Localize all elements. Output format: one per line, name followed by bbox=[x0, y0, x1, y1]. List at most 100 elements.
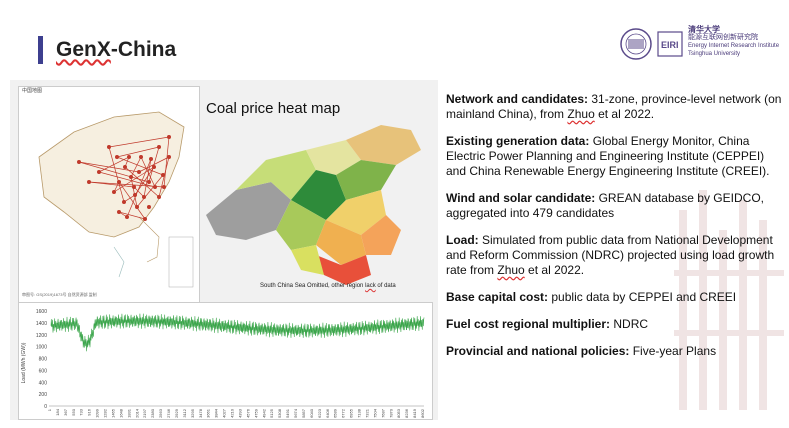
transmission-line bbox=[140, 156, 156, 188]
x-tick-label: 1282 bbox=[103, 408, 108, 418]
heat-region-orange bbox=[316, 220, 366, 265]
x-tick-label: 6772 bbox=[341, 408, 346, 418]
x-tick-label: 2929 bbox=[174, 408, 179, 418]
x-tick-label: 4027 bbox=[222, 408, 227, 418]
zone-node bbox=[152, 165, 156, 169]
zone-node bbox=[122, 200, 126, 204]
zone-node bbox=[97, 170, 101, 174]
description-item: Wind and solar candidate: GREAN database… bbox=[446, 191, 782, 221]
description-item: Existing generation data: Global Energy … bbox=[446, 134, 782, 179]
description-item: Base capital cost: public data by CEPPEI… bbox=[446, 290, 782, 305]
description-text: et al 2022. bbox=[594, 107, 655, 121]
description-text: public data by CEPPEI and CREEI bbox=[548, 290, 737, 304]
zone-node bbox=[132, 185, 136, 189]
description-label: Provincial and national policies: bbox=[446, 344, 630, 358]
y-tick-label: 1400 bbox=[36, 321, 47, 327]
zone-node bbox=[142, 195, 146, 199]
x-tick-label: 2563 bbox=[158, 408, 163, 418]
zone-node bbox=[133, 193, 137, 197]
zone-node bbox=[157, 195, 161, 199]
y-tick-label: 200 bbox=[39, 392, 48, 398]
y-tick-label: 0 bbox=[44, 404, 47, 410]
zone-node bbox=[77, 160, 81, 164]
load-chart-plot: Load (MWh (GW)) 160014001200100080060040… bbox=[21, 309, 425, 418]
china-network-map-graphic bbox=[38, 111, 194, 288]
x-tick-label: 6040 bbox=[309, 408, 314, 418]
x-tick-label: 2746 bbox=[166, 408, 171, 418]
x-tick-label: 7504 bbox=[372, 408, 377, 418]
description-item: Fuel cost regional multiplier: NDRC bbox=[446, 317, 782, 332]
x-tick-label: 7870 bbox=[388, 408, 393, 418]
transmission-line bbox=[88, 181, 135, 188]
load-chart: Load (MWh (GW)) 1600 1400 1200 1000 800 600 40… bbox=[18, 302, 433, 420]
x-tick-label: 2014 bbox=[134, 408, 139, 418]
zone-node bbox=[107, 145, 111, 149]
description-text: NDRC bbox=[610, 317, 649, 331]
x-tick-label: 5125 bbox=[269, 408, 274, 418]
transmission-line bbox=[98, 171, 156, 188]
transmission-line bbox=[108, 146, 125, 203]
x-tick-label: 5308 bbox=[277, 408, 282, 418]
zone-node bbox=[149, 157, 153, 161]
heat-region-yellow bbox=[326, 190, 386, 235]
x-tick-label: 7321 bbox=[364, 408, 369, 418]
title-accent-bar bbox=[38, 36, 43, 64]
y-tick-label: 1200 bbox=[36, 333, 47, 339]
x-tick-label: 8419 bbox=[412, 408, 417, 418]
transmission-line bbox=[143, 158, 152, 198]
description-label: Load: bbox=[446, 233, 479, 247]
x-tick-label: 3112 bbox=[182, 408, 187, 417]
heat-region-dark-green bbox=[291, 170, 346, 220]
zone-node bbox=[147, 180, 151, 184]
description-label: Fuel cost regional multiplier: bbox=[446, 317, 611, 331]
x-tick-label: 4942 bbox=[261, 408, 266, 418]
x-tick-label: 1648 bbox=[118, 408, 123, 418]
description-item: Load: Simulated from public data from Na… bbox=[446, 233, 782, 278]
transmission-line bbox=[124, 166, 160, 198]
coal-price-heat-map bbox=[206, 125, 421, 285]
description-item: Provincial and national policies: Five-y… bbox=[446, 344, 782, 359]
zone-node bbox=[167, 135, 171, 139]
transmission-line bbox=[123, 194, 136, 203]
transmission-line bbox=[130, 156, 142, 178]
transmission-line bbox=[158, 156, 170, 198]
y-tick-label: 400 bbox=[39, 380, 48, 386]
x-tick-label: 1 bbox=[47, 408, 52, 411]
x-tick-label: 5674 bbox=[293, 408, 298, 418]
transmission-line bbox=[163, 136, 170, 188]
zone-node bbox=[112, 190, 116, 194]
zone-node bbox=[157, 145, 161, 149]
description-text: Simulated from public data from National… bbox=[446, 233, 775, 277]
x-tick-label: 916 bbox=[87, 408, 92, 415]
map-footer: 审图号: GS(2019)1673号 自然资源部 监制 bbox=[22, 292, 97, 297]
x-tick-label: 3295 bbox=[190, 408, 195, 418]
x-tick-label: 3844 bbox=[214, 408, 219, 418]
y-tick-label: 800 bbox=[39, 357, 48, 363]
zone-node bbox=[87, 180, 91, 184]
page-title: GenX-China bbox=[56, 38, 177, 61]
x-tick-label: 6223 bbox=[317, 408, 322, 418]
transmission-line bbox=[78, 161, 150, 183]
heat-region-pale-yellow bbox=[306, 140, 361, 175]
description-text: Five-year Plans bbox=[629, 344, 717, 358]
zone-node bbox=[162, 185, 166, 189]
heat-region-light-green bbox=[236, 150, 316, 200]
y-tick-label: 1000 bbox=[36, 345, 47, 351]
transmission-line bbox=[136, 174, 164, 208]
transmission-line bbox=[148, 146, 160, 183]
transmission-line bbox=[133, 186, 145, 198]
heat-map-note: South China Sea Omitted, other region la… bbox=[260, 283, 396, 289]
background-decoration bbox=[674, 190, 784, 410]
zone-node bbox=[117, 210, 121, 214]
x-tick-label: 7138 bbox=[357, 408, 362, 418]
x-tick-label: 6589 bbox=[333, 408, 338, 418]
x-tick-label: 733 bbox=[79, 408, 84, 415]
transmission-line bbox=[118, 211, 146, 220]
zone-node bbox=[123, 165, 127, 169]
x-tick-label: 2197 bbox=[142, 408, 147, 418]
zone-node bbox=[143, 217, 147, 221]
citation-link: Zhuo bbox=[567, 107, 595, 121]
map-caption: 中国地图 bbox=[22, 88, 43, 94]
x-tick-label: 3478 bbox=[198, 408, 203, 418]
zone-node bbox=[115, 155, 119, 159]
